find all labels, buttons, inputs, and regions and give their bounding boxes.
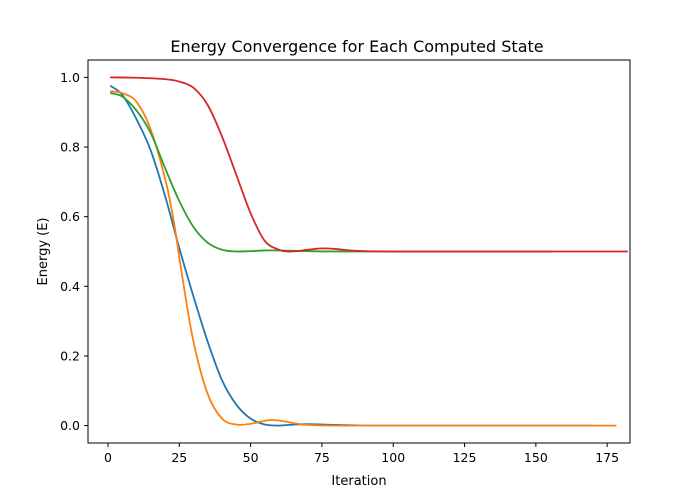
x-tick-label: 25	[171, 450, 187, 465]
chart-title: Energy Convergence for Each Computed Sta…	[170, 37, 543, 56]
x-tick-label: 150	[524, 450, 548, 465]
y-tick-label: 0.2	[60, 348, 80, 363]
x-tick-label: 50	[243, 450, 259, 465]
y-tick-label: 1.0	[60, 70, 80, 85]
series-line-4	[109, 76, 629, 253]
plot-frame	[87, 59, 631, 444]
x-tick-label: 175	[595, 450, 619, 465]
x-tick-label: 75	[314, 450, 330, 465]
y-tick-label: 0.6	[60, 209, 80, 224]
x-axis-label: Iteration	[331, 474, 386, 489]
y-tick-label: 0.8	[60, 140, 80, 155]
y-axis-label: Energy (E)	[36, 217, 51, 285]
series-line-1	[109, 85, 594, 427]
series-layer	[109, 76, 629, 427]
series-line-3	[109, 92, 552, 253]
tick-layer: 0 25 50 75 100 125 150 175 0.0 0.2 0.4 0.6 0.8 1.0	[60, 70, 619, 465]
y-tick-label: 0.4	[60, 279, 80, 294]
x-tick-label: 0	[104, 450, 112, 465]
x-tick-label: 125	[453, 450, 477, 465]
x-tick-label: 100	[381, 450, 405, 465]
series-line-2	[109, 90, 617, 427]
y-tick-label: 0.0	[60, 418, 80, 433]
